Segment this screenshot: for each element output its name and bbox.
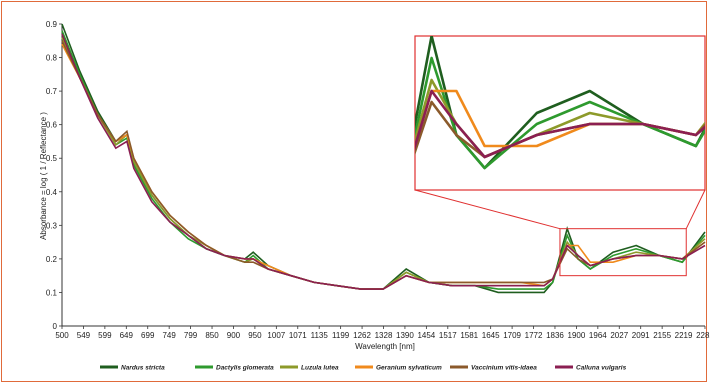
zoom-connector [414,189,561,230]
legend-label: Vaccinium vitis-idaea [471,365,537,372]
x-tick-label: 549 [77,331,91,340]
y-tick-label: 0.6 [46,121,58,130]
x-tick-label: 1135 [311,331,329,340]
x-axis-label: Wavelength [nm] [355,342,415,351]
x-tick-label: 1517 [439,331,457,340]
legend-item: Luzula lutea [280,365,339,372]
series-lines [61,23,706,294]
y-tick-label: 0.2 [46,255,58,264]
legend-item: Geranium sylvaticum [355,365,442,372]
y-tick-label: 0.7 [46,87,58,96]
x-tick-label: 1199 [332,331,350,340]
x-tick-label: 1964 [589,331,607,340]
y-tick-label: 0.9 [46,20,58,29]
x-tick-label: 1772 [525,331,543,340]
x-tick-label: 2219 [675,331,693,340]
x-tick-label: 2027 [610,331,628,340]
y-tick-label: 0.4 [46,188,58,197]
x-tick-label: 900 [227,331,241,340]
legend-label: Geranium sylvaticum [376,365,442,372]
x-tick-label: 1900 [568,331,586,340]
axes: 500 549 599 649 699 749 799 850 900 950 1007 1071 11… [46,20,710,340]
legend-item: Calluna vulgaris [555,365,627,372]
x-tick-label: 1007 [267,331,285,340]
x-tick-label: 2282 [696,331,710,340]
x-tick-label: 2155 [653,331,671,340]
x-tick-label: 1454 [417,331,435,340]
x-tick-label: 1390 [396,331,414,340]
x-tick-label: 950 [248,331,262,340]
inset-series-line [415,100,705,159]
x-tick-label: 699 [141,331,155,340]
x-tick-label: 1581 [460,331,478,340]
inset-series-line [415,89,705,159]
x-tick-label: 1071 [289,331,307,340]
legend-label: Dactylis glomerata [216,365,274,372]
x-tick-label: 1262 [353,331,371,340]
legend-label: Calluna vulgaris [576,365,627,372]
legend: Nardus stricta Dactylis glomerata Luzula l… [100,365,627,372]
legend-item: Nardus stricta [100,365,165,372]
x-tick-label: 850 [205,331,219,340]
x-tick-label: 649 [120,331,134,340]
x-tick-label: 500 [55,331,69,340]
y-tick-label: 0.3 [46,221,58,230]
y-axis-label: Absorbance = log ( 1 / Reflectance ) [39,112,48,240]
x-tick-label: 1328 [375,331,393,340]
y-tick-label: 0.1 [46,288,58,297]
x-tick-label: 1645 [482,331,500,340]
zoom-inset [414,35,706,277]
x-tick-label: 799 [184,331,198,340]
legend-label: Nardus stricta [121,365,165,372]
inset-series-line [415,78,705,159]
y-tick-label: 0.5 [46,154,58,163]
x-tick-label: 599 [98,331,112,340]
zoom-source-box [559,228,687,277]
legend-label: Luzula lutea [301,365,339,372]
x-tick-label: 2091 [632,331,650,340]
inset-series-line [415,56,705,170]
x-tick-label: 749 [162,331,176,340]
zoom-connector [685,189,706,229]
x-tick-label: 1709 [503,331,521,340]
legend-item: Vaccinium vitis-idaea [450,365,537,372]
y-tick-label: 0 [53,322,58,331]
inset-series-line [415,89,705,151]
x-tick-label: 1836 [546,331,564,340]
y-tick-label: 0.8 [46,54,58,63]
legend-item: Dactylis glomerata [195,365,274,372]
series-line [61,33,706,290]
